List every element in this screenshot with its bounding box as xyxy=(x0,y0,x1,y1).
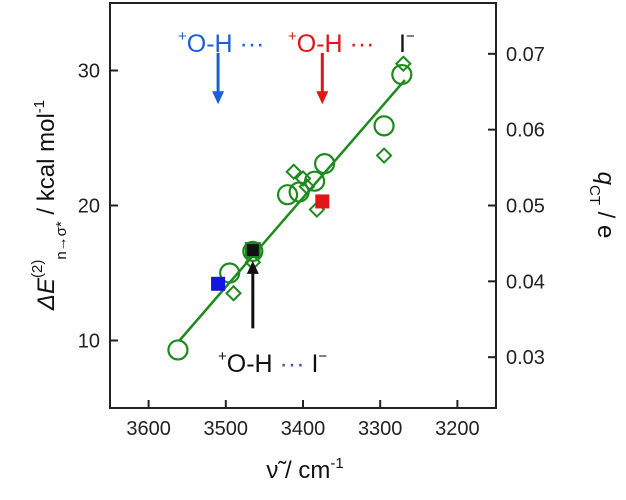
square-point xyxy=(211,276,226,291)
x-axis-ticks: 3600 3500 3400 3300 3200 xyxy=(126,400,480,440)
right-y-axis-title: qCT / e xyxy=(586,172,619,239)
annotation-text-part: I xyxy=(311,350,318,378)
data-marks xyxy=(167,55,413,361)
circle-point xyxy=(391,63,413,86)
left-y-title-unit: / kcal mol xyxy=(33,113,60,221)
x-axis-title: ν̃ / cm-1 xyxy=(266,455,343,484)
x-tick-label: 3500 xyxy=(204,418,249,440)
left-y-axis-ticks: 10 20 30 xyxy=(78,61,118,353)
square-point xyxy=(244,242,261,259)
right-y-tick-label: 0.07 xyxy=(506,44,545,66)
diamond-point xyxy=(298,178,316,196)
x-tick-label: 3600 xyxy=(126,418,171,440)
annotation-label-blue: +O-H ··· xyxy=(178,28,265,58)
annotation-text-part: ··· xyxy=(280,350,312,378)
annotation-text-part: + xyxy=(288,28,297,45)
left-y-title-sup: (2) xyxy=(29,260,46,278)
right-y-title-unit: / e xyxy=(592,205,619,238)
annotation-text-part: + xyxy=(218,348,227,365)
annotation-text-part: O-H ··· xyxy=(187,30,265,58)
x-axis-title-unit-sup: -1 xyxy=(330,455,343,472)
left-y-tick-label: 30 xyxy=(78,61,100,83)
square-point xyxy=(315,194,330,209)
iodide-label-red-sup: − xyxy=(406,28,415,45)
annotation-arrow-head xyxy=(212,91,225,105)
annotation-arrow-head xyxy=(316,91,329,105)
right-y-title-sub: CT xyxy=(586,185,603,205)
left-y-title-main: ΔE xyxy=(33,277,60,311)
x-tick-label: 3300 xyxy=(358,418,403,440)
diamond-point xyxy=(225,284,242,302)
right-y-axis-ticks: 0.03 0.04 0.05 0.06 0.07 xyxy=(488,44,545,369)
fit-line-group xyxy=(178,79,406,342)
x-tick-label: 3400 xyxy=(281,418,326,440)
annotation-text-part: − xyxy=(318,348,327,365)
annotation-text-part: O-H xyxy=(227,350,280,378)
annotation-text-part: O-H ··· xyxy=(297,30,375,58)
x-axis-title-unit: / cm xyxy=(278,457,330,484)
right-y-tick-label: 0.03 xyxy=(506,347,545,369)
annotation-arrow-head xyxy=(246,260,259,274)
left-y-title-unit-sup: -1 xyxy=(31,100,48,113)
iodide-label-red-main: I xyxy=(399,30,406,58)
annotation-label-red: +O-H ··· xyxy=(288,28,375,58)
circle-point xyxy=(314,153,336,175)
left-y-tick-label: 20 xyxy=(78,196,100,218)
annotation-label-black: +O-H ··· I− xyxy=(218,348,327,378)
diamond-point xyxy=(394,55,412,73)
circle-point xyxy=(219,262,241,284)
circle-point xyxy=(373,115,395,137)
right-y-title-main: q xyxy=(592,172,619,186)
diamond-point xyxy=(375,147,393,164)
left-y-axis-title: ΔE(2) n→σ* / kcal mol-1 xyxy=(29,100,70,311)
iodide-label-red: I− xyxy=(399,28,415,58)
circle-point xyxy=(276,184,299,206)
right-y-tick-label: 0.05 xyxy=(506,196,545,218)
right-y-tick-label: 0.06 xyxy=(506,120,545,142)
annotations: +O-H ··· +O-H ··· +O-H ··· I− xyxy=(178,28,375,378)
left-y-tick-label: 10 xyxy=(78,331,100,353)
circle-point xyxy=(167,339,189,361)
diamond-point xyxy=(294,170,312,187)
x-tick-label: 3200 xyxy=(435,418,480,440)
left-y-title-sub: n→σ* xyxy=(53,221,70,260)
right-y-tick-label: 0.04 xyxy=(506,271,545,293)
fit-line xyxy=(178,79,406,342)
diamond-point xyxy=(285,163,303,181)
annotation-text-part: + xyxy=(178,28,187,45)
